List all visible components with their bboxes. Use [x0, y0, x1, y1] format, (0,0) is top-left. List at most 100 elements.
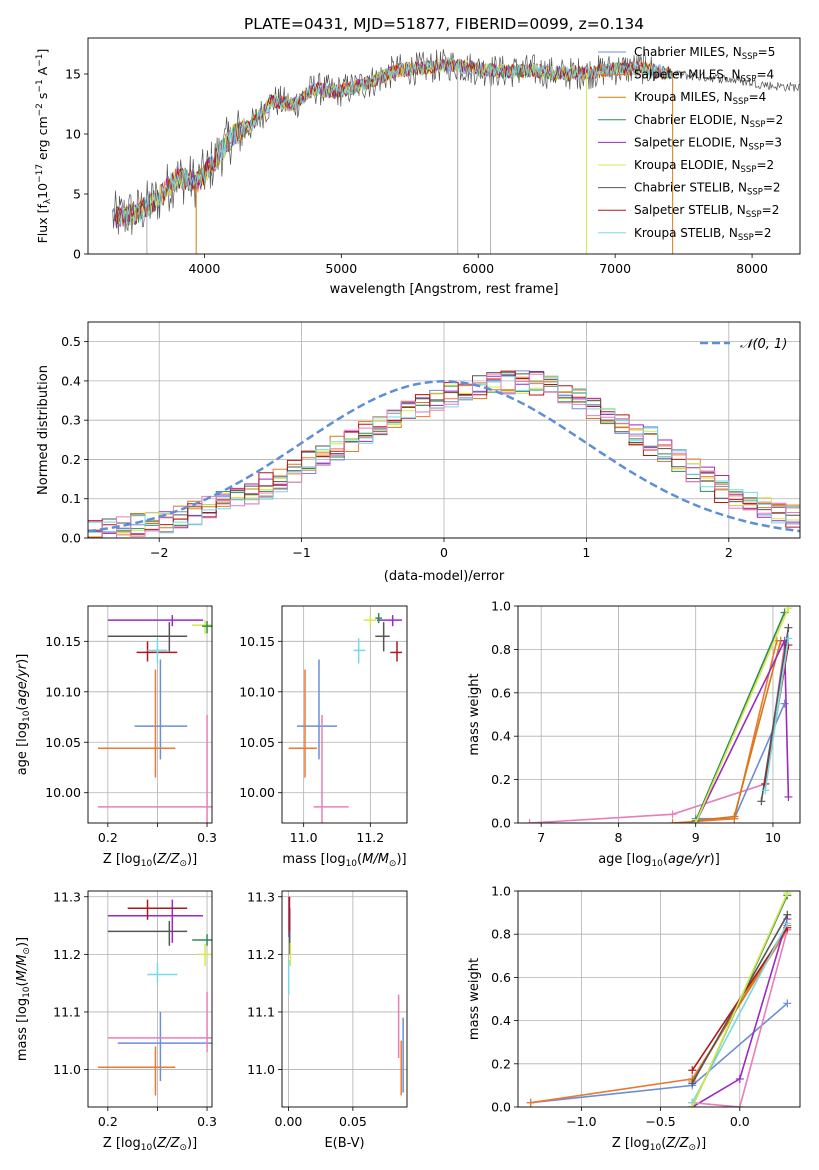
x-tick-label: 8	[614, 830, 622, 845]
panel-massweight_vs_age: 7 8 9 10 0.0 0.2 0.4 0.6 0.8 1.0 age [log10(age/yr…	[467, 599, 801, 869]
weight-series-line	[691, 892, 789, 1107]
x-tick-label: 6000	[462, 261, 494, 276]
weight-point-marker	[783, 919, 792, 928]
legend-label: 𝒩(0, 1)	[740, 337, 787, 352]
legend-label: Kroupa STELIB, NSSP=2	[634, 226, 772, 243]
y-tick-label: 11.1	[53, 1004, 81, 1019]
weight-series-line	[529, 644, 786, 823]
y-axis-label: age [log10(age/yr)]	[15, 654, 32, 776]
y-tick-label: 0.2	[491, 1056, 511, 1071]
x-tick-label: 2	[725, 545, 733, 560]
errorbar-group	[288, 613, 402, 823]
y-tick-label: 10.10	[239, 684, 275, 699]
x-axis-label: Z [log10(Z/Z⊙)]	[612, 1136, 706, 1153]
y-tick-label: 5	[73, 187, 81, 202]
y-tick-label: 0.2	[61, 452, 81, 467]
axes-frame	[87, 605, 213, 824]
y-axis-label: Flux [fλ10−17 erg cm−2 s−1 A−1]	[35, 49, 53, 244]
weight-point-marker	[691, 819, 700, 823]
x-tick-label: 4000	[188, 261, 220, 276]
y-tick-label: 0.5	[61, 334, 81, 349]
weight-point-marker	[688, 1103, 697, 1107]
x-axis-label: Z [log10(Z/Z⊙)]	[103, 1136, 197, 1153]
weight-point-marker	[784, 606, 793, 613]
weight-point-marker	[757, 797, 766, 806]
y-tick-label: 10	[65, 127, 81, 142]
weight-point-marker	[783, 891, 792, 898]
x-tick-label: −1.0	[566, 1114, 596, 1129]
y-tick-label: 11.3	[53, 889, 81, 904]
legend-label: Kroupa MILES, NSSP=4	[634, 90, 766, 107]
spectrum-series-line	[117, 56, 673, 226]
weight-point-marker	[688, 1066, 697, 1075]
x-tick-label: 11.0	[290, 830, 318, 845]
errorbar-group	[97, 899, 212, 1096]
y-tick-label: 0.1	[61, 491, 81, 506]
y-tick-label: 15	[65, 67, 81, 82]
y-tick-label: 0.3	[61, 413, 81, 428]
weight-lines	[526, 891, 792, 1107]
x-tick-label: 0.05	[339, 1114, 367, 1129]
axes-frame	[281, 605, 408, 824]
weight-point-marker	[783, 999, 792, 1008]
x-tick-label: 1	[582, 545, 590, 560]
x-tick-label: 7000	[599, 261, 631, 276]
panel-mass_vs_ebv: 0.00 0.05 11.0 11.1 11.2 11.3 E(B-V)	[247, 889, 408, 1151]
histogram-step-line	[88, 370, 800, 535]
y-tick-label: 0.4	[491, 729, 511, 744]
histogram-group	[88, 370, 800, 538]
weight-point-marker	[525, 819, 534, 823]
axes-frame	[87, 890, 213, 1108]
panel-spectrum: 4000 5000 6000 7000 8000 0 5 10 15 Chabrier MILES…	[35, 37, 801, 297]
weight-point-marker	[761, 786, 770, 795]
y-axis-label: mass weight	[467, 673, 482, 755]
x-tick-label: −0.5	[645, 1114, 675, 1129]
panel-age_vs_mass: 11.0 11.2 10.00 10.05 10.10 10.15 mass [log10(…	[239, 605, 408, 869]
y-axis-label: mass [log10(M/M⊙)]	[15, 937, 32, 1061]
axes-frame	[281, 890, 408, 1108]
legend-label: Chabrier STELIB, NSSP=2	[634, 181, 781, 198]
errorbar-group	[97, 615, 212, 823]
weight-point-marker	[730, 812, 739, 821]
spectrum-series-line	[112, 49, 800, 235]
x-axis-label: E(B-V)	[324, 1136, 364, 1151]
normal-curve-line	[88, 380, 800, 533]
y-tick-label: 0.6	[491, 970, 511, 985]
axes-frame	[517, 890, 801, 1108]
y-tick-label: 0.2	[491, 772, 511, 787]
spectrum-lines	[112, 49, 800, 254]
x-tick-label: 0.2	[98, 830, 118, 845]
axes-frame	[87, 321, 801, 539]
weight-series-line	[530, 929, 788, 1104]
x-tick-label: 7	[537, 830, 545, 845]
errorbar-group	[287, 896, 404, 1096]
x-axis-label: mass [log10(M/M⊙)]	[282, 852, 406, 869]
y-tick-label: 0.0	[61, 531, 81, 546]
legend-label: Salpeter STELIB, NSSP=2	[634, 203, 779, 220]
weight-series-line	[694, 607, 790, 823]
y-tick-label: 10.05	[239, 735, 275, 750]
x-tick-label: −2	[150, 545, 168, 560]
legend-label: Chabrier MILES, NSSP=5	[634, 45, 775, 62]
x-tick-label: 0.00	[275, 1114, 303, 1129]
axes-frame	[87, 37, 801, 255]
y-tick-label: 11.2	[247, 947, 275, 962]
y-axis-label: Normed distribution	[36, 365, 51, 495]
y-tick-label: 10.15	[239, 634, 275, 649]
y-tick-label: 1.0	[491, 884, 511, 899]
y-tick-label: 0.8	[491, 927, 511, 942]
legend-label: Chabrier ELODIE, NSSP=2	[634, 113, 783, 130]
x-tick-label: 5000	[325, 261, 357, 276]
y-tick-label: 11.3	[247, 889, 275, 904]
figure-title: PLATE=0431, MJD=51877, FIBERID=0099, z=0…	[244, 15, 644, 33]
weight-series-line	[530, 1002, 788, 1104]
weight-lines	[525, 606, 793, 823]
weight-point-marker	[784, 792, 793, 801]
y-tick-label: 11.0	[53, 1062, 81, 1077]
y-tick-label: 10.00	[239, 785, 275, 800]
weight-series-line	[764, 638, 790, 791]
legend-label: Salpeter ELODIE, NSSP=3	[634, 135, 782, 152]
y-tick-label: 0.0	[491, 1100, 511, 1115]
y-tick-label: 11.2	[53, 947, 81, 962]
